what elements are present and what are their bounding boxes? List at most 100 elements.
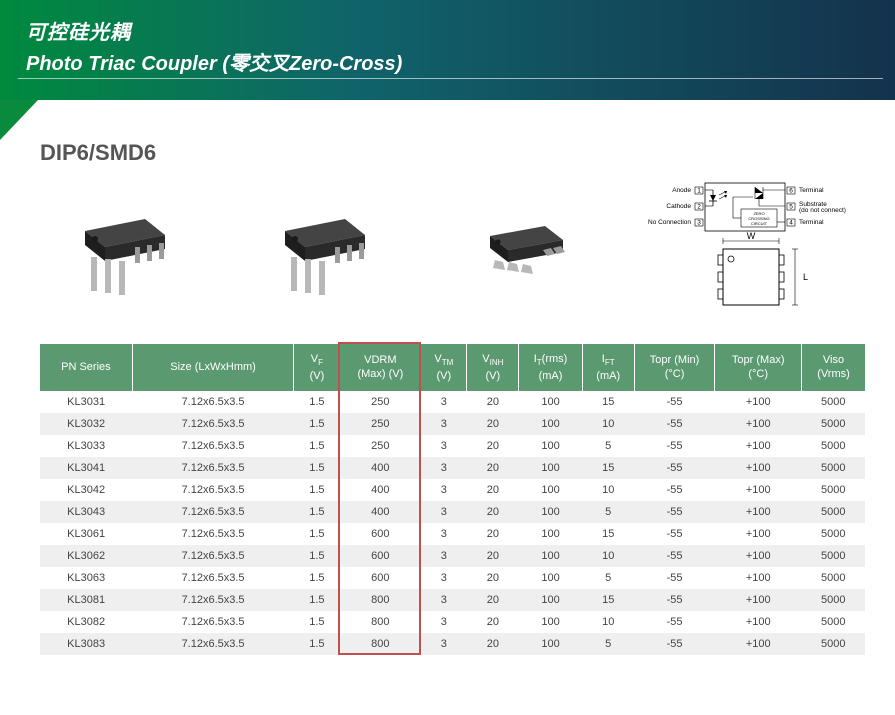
table-cell: +100 bbox=[715, 479, 802, 501]
table-cell: 100 bbox=[519, 501, 582, 523]
table-cell: 1.5 bbox=[294, 611, 340, 633]
dim-w-label: W bbox=[747, 231, 756, 241]
table-cell: 5 bbox=[582, 567, 634, 589]
table-cell: KL3031 bbox=[40, 391, 132, 413]
table-cell: 5000 bbox=[801, 611, 865, 633]
table-cell: -55 bbox=[634, 501, 715, 523]
table-row: KL30817.12x6.5x3.51.580032010015-55+1005… bbox=[40, 589, 865, 611]
spec-table: PN SeriesSize (LxWxHmm)VF(V)VDRM(Max) (V… bbox=[40, 344, 865, 655]
header-title-en: Photo Triac Coupler (零交叉Zero-Cross) bbox=[26, 47, 895, 76]
col-header: IFT(mA) bbox=[582, 344, 634, 391]
chip-image-dip-2 bbox=[240, 196, 410, 316]
table-cell: +100 bbox=[715, 435, 802, 457]
table-cell: +100 bbox=[715, 523, 802, 545]
svg-text:1: 1 bbox=[697, 187, 701, 194]
table-cell: 7.12x6.5x3.5 bbox=[132, 633, 294, 655]
table-wrapper: PN SeriesSize (LxWxHmm)VF(V)VDRM(Max) (V… bbox=[40, 344, 865, 655]
header-slant-accent bbox=[0, 100, 38, 140]
pin-cathode-label: Cathode bbox=[666, 203, 691, 210]
table-cell: 15 bbox=[582, 391, 634, 413]
svg-text:CIRCUIT: CIRCUIT bbox=[751, 221, 768, 226]
table-row: KL30327.12x6.5x3.51.525032010010-55+1005… bbox=[40, 413, 865, 435]
dim-l-label: L bbox=[803, 272, 808, 282]
table-cell: 5000 bbox=[801, 435, 865, 457]
table-cell: -55 bbox=[634, 633, 715, 655]
table-cell: 5000 bbox=[801, 545, 865, 567]
header-title-cn: 可控硅光耦 bbox=[26, 16, 895, 45]
col-header: Size (LxWxHmm) bbox=[132, 344, 294, 391]
table-cell: 1.5 bbox=[294, 413, 340, 435]
table-cell: +100 bbox=[715, 567, 802, 589]
table-cell: 7.12x6.5x3.5 bbox=[132, 391, 294, 413]
chip-image-dip-1 bbox=[40, 196, 210, 316]
table-cell: 1.5 bbox=[294, 633, 340, 655]
table-cell: +100 bbox=[715, 457, 802, 479]
table-cell: 7.12x6.5x3.5 bbox=[132, 413, 294, 435]
table-cell: +100 bbox=[715, 633, 802, 655]
table-row: KL30637.12x6.5x3.51.56003201005-55+10050… bbox=[40, 567, 865, 589]
table-cell: 7.12x6.5x3.5 bbox=[132, 567, 294, 589]
table-cell: 600 bbox=[340, 523, 421, 545]
table-cell: 1.5 bbox=[294, 545, 340, 567]
table-cell: 15 bbox=[582, 589, 634, 611]
table-cell: KL3083 bbox=[40, 633, 132, 655]
table-cell: 7.12x6.5x3.5 bbox=[132, 457, 294, 479]
table-cell: 1.5 bbox=[294, 523, 340, 545]
table-cell: 20 bbox=[467, 457, 519, 479]
table-row: KL30437.12x6.5x3.51.54003201005-55+10050… bbox=[40, 501, 865, 523]
page-header: 可控硅光耦 Photo Triac Coupler (零交叉Zero-Cross… bbox=[0, 0, 895, 100]
svg-text:3: 3 bbox=[697, 219, 701, 226]
package-subtitle: DIP6/SMD6 bbox=[40, 140, 865, 166]
table-cell: 5000 bbox=[801, 413, 865, 435]
table-cell: 3 bbox=[421, 523, 467, 545]
table-cell: 3 bbox=[421, 457, 467, 479]
col-header: Viso(Vrms) bbox=[801, 344, 865, 391]
table-cell: 3 bbox=[421, 633, 467, 655]
table-cell: 5000 bbox=[801, 479, 865, 501]
table-cell: 1.5 bbox=[294, 479, 340, 501]
table-cell: 7.12x6.5x3.5 bbox=[132, 545, 294, 567]
table-cell: 15 bbox=[582, 523, 634, 545]
col-header: VINH(V) bbox=[467, 344, 519, 391]
table-cell: 10 bbox=[582, 611, 634, 633]
table-cell: 5000 bbox=[801, 567, 865, 589]
table-cell: KL3043 bbox=[40, 501, 132, 523]
table-row: KL30627.12x6.5x3.51.560032010010-55+1005… bbox=[40, 545, 865, 567]
table-cell: 7.12x6.5x3.5 bbox=[132, 435, 294, 457]
col-header: VTM(V) bbox=[421, 344, 467, 391]
table-cell: 100 bbox=[519, 413, 582, 435]
table-cell: -55 bbox=[634, 457, 715, 479]
table-cell: 20 bbox=[467, 523, 519, 545]
table-row: KL30417.12x6.5x3.51.540032010015-55+1005… bbox=[40, 457, 865, 479]
table-cell: 100 bbox=[519, 611, 582, 633]
chip-image-smd bbox=[440, 196, 610, 316]
table-cell: 3 bbox=[421, 479, 467, 501]
col-header: Topr (Max)(°C) bbox=[715, 344, 802, 391]
table-cell: 100 bbox=[519, 479, 582, 501]
table-cell: 10 bbox=[582, 413, 634, 435]
table-cell: KL3081 bbox=[40, 589, 132, 611]
table-cell: 7.12x6.5x3.5 bbox=[132, 523, 294, 545]
table-cell: 1.5 bbox=[294, 589, 340, 611]
table-cell: KL3041 bbox=[40, 457, 132, 479]
table-cell: 100 bbox=[519, 633, 582, 655]
table-cell: 10 bbox=[582, 545, 634, 567]
table-cell: KL3062 bbox=[40, 545, 132, 567]
table-cell: KL3061 bbox=[40, 523, 132, 545]
table-cell: 3 bbox=[421, 611, 467, 633]
table-row: KL30337.12x6.5x3.51.52503201005-55+10050… bbox=[40, 435, 865, 457]
table-cell: 3 bbox=[421, 567, 467, 589]
col-header: PN Series bbox=[40, 344, 132, 391]
table-cell: +100 bbox=[715, 391, 802, 413]
table-cell: 1.5 bbox=[294, 435, 340, 457]
svg-text:5: 5 bbox=[789, 203, 793, 210]
table-cell: 5000 bbox=[801, 457, 865, 479]
table-cell: +100 bbox=[715, 589, 802, 611]
table-cell: 100 bbox=[519, 523, 582, 545]
table-cell: +100 bbox=[715, 501, 802, 523]
table-cell: KL3033 bbox=[40, 435, 132, 457]
table-cell: 1.5 bbox=[294, 391, 340, 413]
table-cell: -55 bbox=[634, 391, 715, 413]
table-cell: 20 bbox=[467, 611, 519, 633]
table-cell: 20 bbox=[467, 545, 519, 567]
